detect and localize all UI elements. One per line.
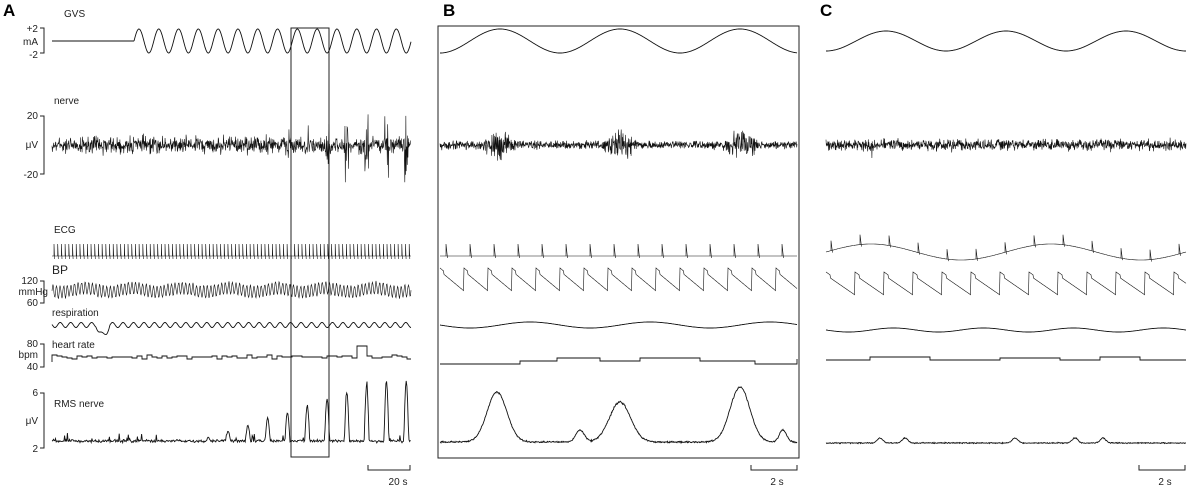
bp-axis-top: 120 (21, 276, 38, 287)
panel-b-heart-rate-trace (440, 357, 798, 365)
panel-a-heart-rate-trace (51, 345, 411, 362)
panel-letter-b: B (443, 1, 455, 20)
hr-axis-bottom: 40 (27, 362, 39, 373)
panel-c-gvs-trace (826, 30, 1186, 52)
panel-c-respiration-trace (825, 327, 1187, 333)
panel-b-bp-trace (439, 267, 798, 292)
scalebar-c (1138, 465, 1186, 471)
panel-a-bp-trace (51, 280, 412, 299)
panel-a-gvs-trace (52, 28, 412, 54)
panel-b-ecg-trace (440, 243, 797, 259)
gvs-axis-bottom: -2 (29, 50, 38, 61)
rms-axis-unit: μV (26, 416, 39, 427)
panel-letter-a: A (3, 1, 15, 20)
bp-axis-bracket (40, 280, 45, 304)
hr-axis-bracket (40, 343, 45, 368)
panel-b-respiration-trace (439, 321, 798, 329)
rms-axis-bottom: 2 (32, 444, 38, 455)
scalebar-a (367, 465, 411, 471)
panel-c-ecg-trace (825, 234, 1187, 262)
label-rms-nerve: RMS nerve (54, 399, 104, 410)
nerve-axis-top: 20 (27, 111, 39, 122)
panel-a-ecg-trace (52, 243, 411, 260)
label-heart-rate: heart rate (52, 340, 95, 351)
panel-c-bp-trace (825, 271, 1187, 296)
label-respiration: respiration (52, 308, 99, 319)
label-nerve: nerve (54, 96, 79, 107)
bp-axis-unit: mmHg (19, 287, 48, 298)
label-gvs: GVS (64, 9, 85, 20)
panel-a-highlight-window (290, 27, 330, 458)
panel-a-rms-trace (51, 380, 411, 445)
panel-c-heart-rate-trace (826, 356, 1186, 361)
gvs-axis-top: +2 (27, 24, 39, 35)
label-bp: BP (52, 263, 68, 277)
panel-b-rms-trace (439, 386, 798, 445)
hr-axis-top: 80 (27, 339, 39, 350)
scalebar-c-label: 2 s (1158, 477, 1171, 488)
label-ecg: ECG (54, 225, 76, 236)
panel-c-rms-trace (825, 436, 1186, 445)
panel-a-nerve-trace (51, 114, 412, 183)
scalebar-a-label: 20 s (389, 477, 408, 488)
hr-axis-unit: bpm (19, 350, 38, 361)
rms-axis-bracket (40, 392, 45, 449)
panel-a-respiration-trace (51, 322, 412, 336)
panel-c-nerve-trace (825, 137, 1187, 159)
bp-axis-bottom: 60 (27, 298, 39, 309)
traces-group (51, 28, 1187, 445)
scalebar-b-label: 2 s (770, 477, 783, 488)
nerve-axis-bottom: -20 (24, 170, 39, 181)
nerve-axis-unit: μV (26, 140, 39, 151)
panel-b-frame (437, 25, 800, 459)
scalebar-b (750, 465, 798, 471)
nerve-axis-bracket (40, 115, 45, 175)
panel-letter-c: C (820, 1, 832, 20)
gvs-axis-bracket (40, 27, 45, 54)
panel-b-nerve-trace (439, 129, 798, 161)
rms-axis-top: 6 (32, 388, 38, 399)
gvs-axis-unit: mA (23, 37, 38, 48)
panel-b-gvs-trace (440, 28, 798, 54)
